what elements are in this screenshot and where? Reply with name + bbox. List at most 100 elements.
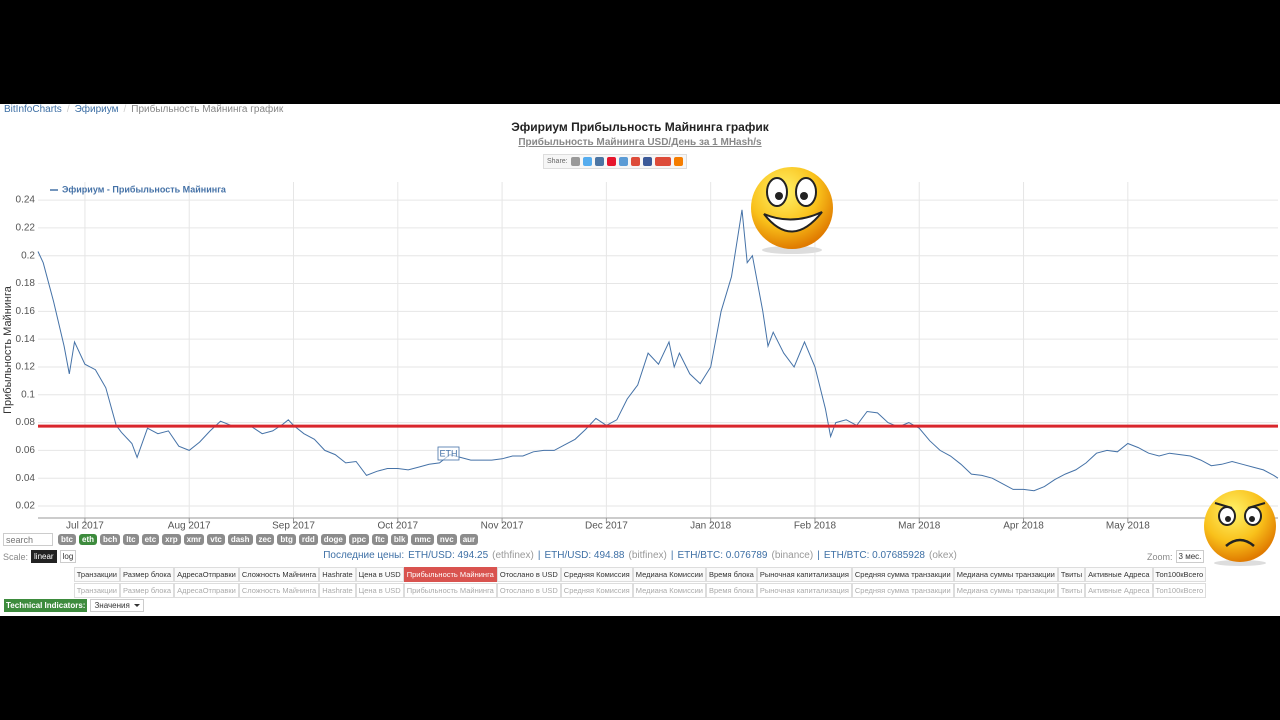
share-icon[interactable] (642, 157, 652, 166)
coin-button[interactable]: blk (390, 534, 409, 545)
scale-button[interactable]: log (59, 550, 77, 563)
price-separator: | (537, 550, 541, 561)
web-page: BitInfoCharts / Эфириум / Прибыльность Майни… (0, 104, 1280, 616)
metric-tab[interactable]: Отослано в USD (496, 567, 561, 582)
x-tick-label: May 2018 (1106, 521, 1150, 532)
metric-tab[interactable]: Активные Адреса (1085, 567, 1153, 582)
scale-switch: Scale: linear log (3, 550, 77, 563)
coin-button[interactable]: xrp (162, 534, 181, 545)
coin-button[interactable]: xmr (183, 534, 205, 545)
price-source: (bitfinex) (628, 550, 667, 561)
coin-button[interactable]: dash (227, 534, 253, 545)
coin-button[interactable]: ltc (123, 534, 139, 545)
breadcrumb-link[interactable]: BitInfoCharts (4, 104, 62, 115)
y-tick-label: 0.12 (16, 362, 36, 373)
price-pair: ETH/BTC: 0.07685928 (823, 550, 925, 561)
coin-button[interactable]: etc (141, 534, 160, 545)
metric-tab[interactable]: Прибыльность Майнинга (403, 567, 497, 582)
coin-button[interactable]: eth (79, 534, 97, 545)
metric-tab[interactable]: Отослано в USD (496, 583, 561, 598)
latest-prices: Последние цены: ETH/USD: 494.25 (ethfinex)… (0, 550, 1280, 561)
coin-button[interactable]: bch (100, 534, 121, 545)
metric-tab[interactable]: Сложность Майнинга (238, 567, 320, 582)
share-icon[interactable] (673, 157, 683, 166)
share-icon[interactable] (570, 157, 580, 166)
metric-tab[interactable]: Твиты (1057, 567, 1086, 582)
share-icon[interactable] (654, 157, 671, 166)
zoom: Zoom: 3 мес. (1147, 550, 1205, 563)
metric-tab[interactable]: Средняя сумма транзакции (851, 567, 954, 582)
x-tick-label: Dec 2017 (585, 521, 628, 532)
metric-tab[interactable]: Медиана Комиссии (632, 567, 706, 582)
coin-button[interactable]: zec (255, 534, 275, 545)
share-icon[interactable] (606, 157, 616, 166)
chart-subtitle[interactable]: Прибыльность Майнинга USD/День за 1 MHas… (518, 137, 762, 148)
metric-tab[interactable]: Цена в USD (355, 583, 404, 598)
metric-tab[interactable]: Активные Адреса (1085, 583, 1153, 598)
metric-tab[interactable]: Hashrate (319, 567, 356, 582)
y-tick-label: 0.14 (16, 334, 36, 345)
y-tick-label: 0.16 (16, 306, 36, 317)
breadcrumb-link[interactable]: Эфириум (74, 104, 119, 115)
legend-label: Эфириум - Прибыльность Майнинга (62, 184, 227, 194)
share-icon[interactable] (582, 157, 592, 166)
metric-tab[interactable]: Медиана суммы транзакции (953, 567, 1058, 582)
metric-tab[interactable]: Средняя Комиссия (560, 567, 633, 582)
metric-tab[interactable]: Средняя Комиссия (560, 583, 633, 598)
metric-tab[interactable]: Размер блока (119, 583, 175, 598)
metric-tab[interactable]: Транзакции (73, 567, 120, 582)
coin-button[interactable]: nvc (436, 534, 457, 545)
y-tick-label: 0.2 (21, 250, 35, 261)
zoom-label: Zoom: (1147, 551, 1173, 562)
metric-tab[interactable]: Рыночная капитализация (756, 567, 852, 582)
metric-tab[interactable]: Цена в USD (355, 567, 404, 582)
scale-button[interactable]: linear (31, 550, 57, 563)
metric-tab[interactable]: Твиты (1057, 583, 1086, 598)
metric-tab[interactable]: Рыночная капитализация (756, 583, 852, 598)
coin-button[interactable]: nmc (411, 534, 434, 545)
metric-tabs-compare: Транзакции Размер блока АдресаОтправки Слож… (0, 583, 1280, 598)
x-tick-label: Aug 2017 (168, 521, 211, 532)
metric-tab[interactable]: Hashrate (319, 583, 356, 598)
share-icon[interactable] (630, 157, 640, 166)
zoom-button[interactable]: 3 мес. (1175, 550, 1205, 563)
indicators-select[interactable]: Значения (90, 599, 144, 612)
metric-tab[interactable]: АдресаОтправки (174, 583, 239, 598)
coin-button[interactable]: doge (320, 534, 346, 545)
x-tick-label: Apr 2018 (1003, 521, 1044, 532)
coin-button[interactable]: btg (277, 534, 296, 545)
metric-tab[interactable]: Время блока (706, 567, 757, 582)
share-icon[interactable] (594, 157, 604, 166)
y-tick-label: 0.02 (16, 501, 36, 512)
metric-tab[interactable]: Время блока (706, 583, 757, 598)
metric-tab[interactable]: Сложность Майнинга (238, 583, 320, 598)
price-pair: ETH/USD: 494.25 (408, 550, 489, 561)
metric-tab[interactable]: АдресаОтправки (174, 567, 239, 582)
coin-button[interactable]: aur (459, 534, 479, 545)
metric-tab[interactable]: Транзакции (73, 583, 120, 598)
breadcrumb: BitInfoCharts / Эфириум / Прибыльность Майни… (4, 104, 284, 115)
price-source: (binance) (771, 550, 814, 561)
y-tick-label: 0.04 (16, 473, 36, 484)
metric-tab[interactable]: Топ100кВсего (1152, 583, 1207, 598)
share-icon[interactable] (618, 157, 628, 166)
coin-button[interactable]: rdd (298, 534, 318, 545)
metric-tab[interactable]: Прибыльность Майнинга (403, 583, 497, 598)
share-bar: Share: (543, 154, 687, 169)
metric-tab[interactable]: Медиана Комиссии (632, 583, 706, 598)
y-tick-label: 0.24 (16, 195, 36, 206)
coin-button[interactable]: btc (58, 534, 76, 545)
coin-button[interactable]: ftc (372, 534, 388, 545)
metric-tab[interactable]: Размер блока (119, 567, 175, 582)
share-label: Share: (547, 158, 568, 165)
coin-button[interactable]: ppc (348, 534, 370, 545)
metric-tab[interactable]: Медиана суммы транзакции (953, 583, 1058, 598)
coin-button[interactable]: vtc (207, 534, 225, 545)
x-tick-label: Sep 2017 (272, 521, 315, 532)
search-input[interactable] (3, 533, 53, 546)
price-source: (okex) (928, 550, 957, 561)
price-separator: | (670, 550, 674, 561)
metric-tab[interactable]: Средняя сумма транзакции (851, 583, 954, 598)
metric-tab[interactable]: Топ100кВсего (1152, 567, 1207, 582)
annotation: ETH (440, 448, 458, 458)
